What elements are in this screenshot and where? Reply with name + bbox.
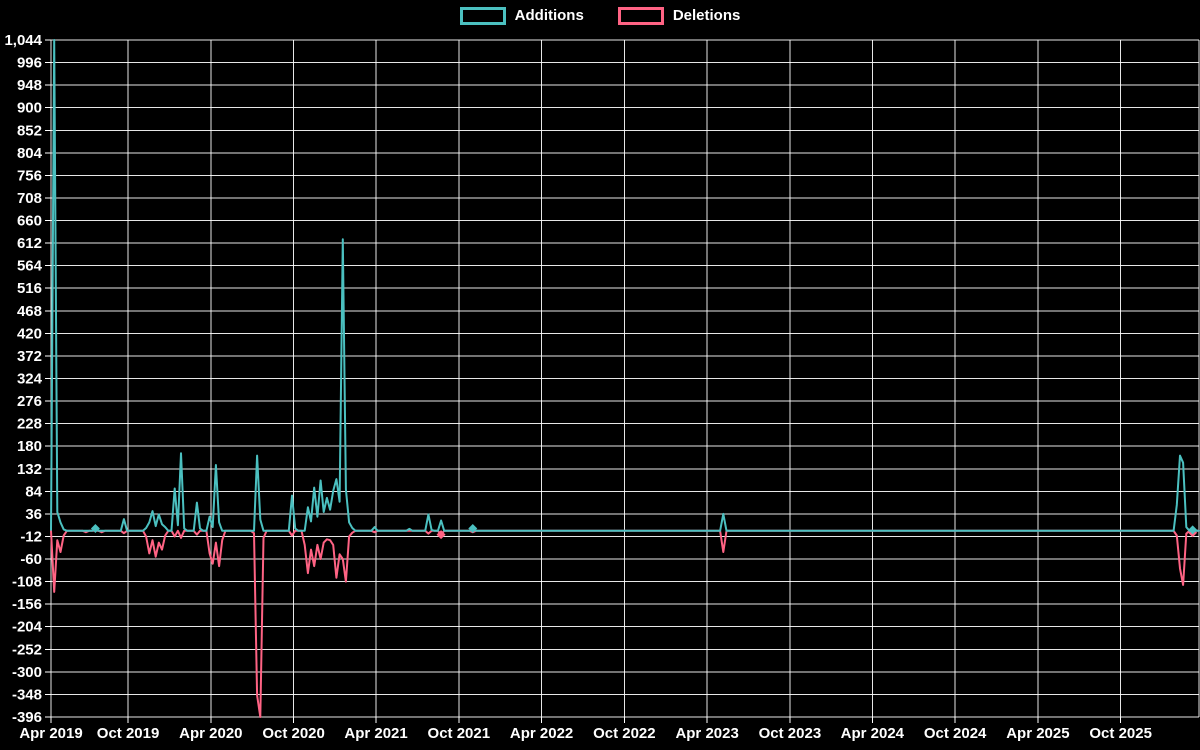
axis-ticks <box>45 39 1122 723</box>
y-tick-label: 660 <box>17 213 42 230</box>
y-tick-label: 612 <box>17 235 42 252</box>
x-tick-label: Apr 2024 <box>841 725 905 742</box>
y-tick-label: -348 <box>12 686 42 703</box>
deletions-legend-label: Deletions <box>672 7 741 24</box>
x-tick-label: Oct 2024 <box>924 725 987 742</box>
x-tick-label: Oct 2019 <box>97 725 160 742</box>
y-tick-label: 468 <box>17 303 42 320</box>
y-tick-label: -108 <box>12 574 42 591</box>
x-tick-label: Oct 2022 <box>593 725 656 742</box>
y-tick-label: -300 <box>12 664 42 681</box>
x-tick-label: Apr 2023 <box>675 725 738 742</box>
additions-point-markers <box>90 523 1198 535</box>
y-tick-label: -396 <box>12 709 42 726</box>
x-tick-label: Oct 2020 <box>262 725 325 742</box>
y-tick-label: 84 <box>25 483 42 500</box>
y-tick-label: -156 <box>12 596 42 613</box>
y-tick-label: 324 <box>17 371 43 388</box>
y-axis-labels: 1,044 996 948 900 852 804 756 708 660 612 564 516 46… <box>4 32 42 726</box>
legend-item-additions[interactable]: Additions <box>459 7 584 25</box>
additions-legend-swatch <box>459 7 506 25</box>
x-tick-label: Oct 2025 <box>1089 725 1152 742</box>
y-tick-label: 516 <box>17 280 42 297</box>
y-tick-label: 996 <box>17 55 42 72</box>
x-tick-label: Apr 2021 <box>344 725 407 742</box>
y-tick-label: -60 <box>20 551 42 568</box>
x-tick-label: Apr 2022 <box>510 725 573 742</box>
y-tick-label: 228 <box>17 416 42 433</box>
y-tick-label: 420 <box>17 325 42 342</box>
y-tick-label: 900 <box>17 100 42 117</box>
y-tick-label: 804 <box>17 145 43 162</box>
x-axis-labels: Apr 2019 Oct 2019 Apr 2020 Oct 2020 Apr 2021… <box>19 725 1152 742</box>
x-tick-label: Apr 2020 <box>179 725 242 742</box>
y-tick-label: 372 <box>17 348 42 365</box>
y-tick-label: 1,044 <box>4 32 42 49</box>
y-tick-label: -252 <box>12 641 42 658</box>
diamond-marker <box>1188 525 1198 535</box>
y-tick-label: 36 <box>25 506 42 523</box>
x-tick-label: Oct 2021 <box>428 725 491 742</box>
y-tick-label: 132 <box>17 461 42 478</box>
y-tick-label: 948 <box>17 77 42 94</box>
y-tick-label: 852 <box>17 122 42 139</box>
x-tick-label: Oct 2023 <box>759 725 822 742</box>
deletions-legend-swatch <box>617 7 664 25</box>
y-tick-label: -12 <box>20 528 42 545</box>
y-tick-label: 756 <box>17 167 42 184</box>
y-tick-label: -204 <box>12 619 43 636</box>
additions-line <box>50 39 1200 532</box>
additions-legend-label: Additions <box>514 7 584 24</box>
y-tick-label: 708 <box>17 190 42 207</box>
diamond-marker <box>90 523 100 533</box>
diamond-marker <box>436 530 446 540</box>
y-tick-label: 180 <box>17 438 42 455</box>
y-tick-label: 276 <box>17 393 42 410</box>
chart-legend: Additions Deletions <box>0 7 1200 25</box>
y-tick-label: 564 <box>17 258 43 275</box>
x-tick-label: Apr 2025 <box>1006 725 1069 742</box>
gridlines <box>50 39 1200 718</box>
legend-item-deletions[interactable]: Deletions <box>617 7 741 25</box>
diamond-marker <box>468 523 478 533</box>
x-tick-label: Apr 2019 <box>19 725 82 742</box>
